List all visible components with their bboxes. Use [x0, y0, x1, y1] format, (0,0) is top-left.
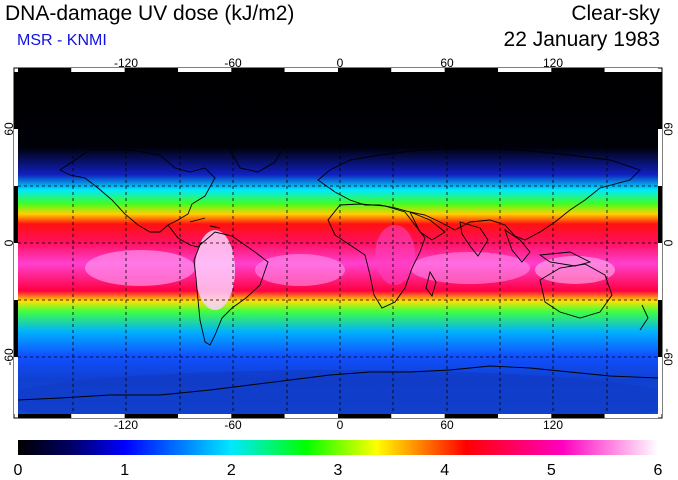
lon-label: -120	[114, 56, 138, 70]
edge-tick	[338, 414, 392, 418]
hotspot-pacific	[85, 250, 195, 286]
lat-label: 0	[661, 240, 675, 247]
colorbar: 0 1 2 3 4 5 6	[14, 440, 663, 479]
edge-tick	[444, 414, 498, 418]
coastlines	[18, 139, 658, 401]
lat-label: 60	[661, 122, 675, 136]
edge-tick	[18, 68, 72, 72]
edge-tick	[178, 414, 232, 418]
map-title: DNA-damage UV dose (kJ/m2)	[5, 2, 295, 25]
coast-europe-asia	[317, 147, 641, 241]
edge-tick	[124, 68, 178, 72]
coast-africa	[327, 203, 426, 309]
uv-field	[18, 72, 658, 414]
edge-tick	[18, 414, 72, 418]
edge-tick	[231, 414, 285, 418]
colorbar-tick-label: 0	[14, 462, 23, 479]
lat-label: -60	[2, 348, 16, 366]
lat-label: -60	[661, 348, 675, 366]
edge-tick	[231, 68, 285, 72]
edge-tick	[14, 300, 18, 357]
edge-tick	[551, 414, 605, 418]
colorbar-ramp	[18, 440, 658, 455]
edge-tick	[604, 68, 658, 72]
hotspot-south-america	[195, 230, 235, 310]
lon-label: 60	[440, 418, 454, 432]
edge-tick	[658, 129, 662, 186]
edge-tick	[284, 68, 338, 72]
edge-tick	[444, 68, 498, 72]
lon-label: -60	[224, 418, 242, 432]
lon-label: 120	[543, 56, 563, 70]
lon-labels-top: -120 -60 0 60 120	[114, 56, 563, 70]
lon-label: 0	[337, 56, 344, 70]
sky-condition-label: Clear-sky	[571, 2, 660, 25]
colorbar-tick-label: 4	[440, 462, 449, 479]
colorbar-labels: 0 1 2 3 4 5 6	[14, 462, 663, 479]
edge-tick	[178, 68, 232, 72]
colorbar-tick-label: 3	[334, 462, 343, 479]
coast-caribbean	[189, 217, 221, 229]
colorbar-tick-label: 5	[547, 462, 556, 479]
edge-tick	[71, 68, 125, 72]
lat-label: 60	[2, 122, 16, 136]
coast-north-america	[59, 149, 216, 233]
edge-tick	[658, 186, 662, 243]
lat-labels-right: 60 0 -60	[661, 122, 675, 366]
edge-tick	[658, 300, 662, 357]
edge-tick	[284, 414, 338, 418]
edge-tick	[658, 243, 662, 300]
lon-label: -120	[114, 418, 138, 432]
hotspot-africa	[375, 225, 415, 285]
lat-label: 0	[2, 239, 16, 246]
graticule	[18, 72, 658, 414]
edge-tick	[71, 414, 125, 418]
edge-tick	[391, 414, 445, 418]
edge-tick	[604, 414, 658, 418]
antarctic-blue	[18, 370, 658, 414]
coast-arabia	[409, 211, 446, 241]
edge-tick	[391, 68, 445, 72]
coast-new-zealand	[639, 304, 649, 331]
edge-tick	[658, 357, 662, 414]
coast-south-america	[193, 231, 269, 346]
coast-antarctica	[18, 365, 658, 401]
edge-tick	[14, 186, 18, 243]
coast-india	[459, 221, 489, 257]
lon-labels-bottom: -120 -60 0 60 120	[114, 418, 563, 432]
edge-tick	[551, 68, 605, 72]
colorbar-tick-label: 1	[120, 462, 129, 479]
coast-australia	[539, 263, 613, 319]
edge-tick	[14, 72, 18, 129]
edge-tick	[14, 243, 18, 300]
colorbar-tick-label: 6	[654, 462, 663, 479]
coast-central-america	[167, 224, 203, 248]
edge-tick	[498, 68, 552, 72]
lon-label: 0	[337, 418, 344, 432]
date-label: 22 January 1983	[503, 28, 660, 51]
lon-label: 60	[440, 56, 454, 70]
colorbar-tick-label: 2	[227, 462, 236, 479]
lat-labels-left: 60 0 -60	[2, 122, 16, 366]
map-frame	[13, 67, 663, 419]
hotspot-atlantic	[255, 254, 345, 286]
map-subtitle: MSR - KNMI	[17, 32, 107, 49]
edge-tick	[14, 129, 18, 186]
edge-tick	[338, 68, 392, 72]
lon-label: 120	[543, 418, 563, 432]
edge-tick	[498, 414, 552, 418]
edge-tick-marks	[14, 68, 662, 418]
edge-tick	[124, 414, 178, 418]
lon-label: -60	[224, 56, 242, 70]
coast-madagascar	[425, 270, 437, 297]
edge-tick	[14, 357, 18, 414]
edge-tick	[658, 72, 662, 129]
coast-greenland	[229, 139, 286, 173]
